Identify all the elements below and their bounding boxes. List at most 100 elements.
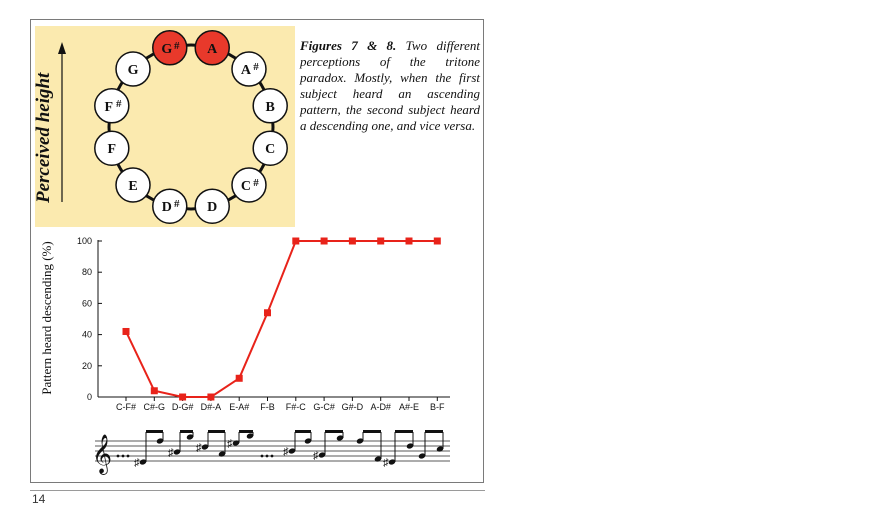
x-tick-label: D#-A [201,402,222,412]
pitch-circle-diagram: Perceived height G # AA #BCC #DD #EFF #G [33,30,288,224]
data-point [122,327,130,335]
x-tick-label: F#-C [286,402,307,412]
note-node-E: E [115,167,151,203]
staff-lines [95,440,450,462]
y-tick-label: 40 [82,330,92,340]
figure-caption: Figures 7 & 8. Two different perceptions… [300,38,480,134]
note-label: C [241,179,251,194]
data-point [264,309,271,317]
data-point [292,237,300,245]
series-line [125,240,438,398]
sharp-sign: # [116,98,122,110]
perceived-height-label: Perceived height [35,72,54,204]
note-pairs: ♯ ♯ ♯ ♯ ♯ ♯ ♯ [134,430,444,469]
page-number: 14 [32,492,46,506]
note-node-G#: G # [152,30,188,66]
note-label: E [128,179,137,194]
note-label: F [105,100,114,115]
note-beam [325,430,343,433]
data-point [179,393,187,401]
note-node-F#: F # [94,88,130,124]
pitch-circle-panel: Perceived height G # A A # B C C # D D # E F F # G [33,26,295,227]
note-pair: ♯ [196,430,226,457]
x-tick-label: G#-D [342,402,364,412]
note-label: B [266,100,275,115]
sharp-sign: ♯ [196,442,202,454]
note-beam [425,430,443,433]
sharp-sign: # [174,40,180,52]
chart-ylabel: Pattern heard descending (%) [39,241,54,394]
sharp-sign: ♯ [283,446,289,458]
note-pair: ♯ [313,430,344,462]
notehead [388,459,396,465]
notehead [436,446,444,452]
x-tick-label: B-F [430,402,445,412]
notehead [201,444,209,450]
x-tick-label: F-B [260,402,275,412]
note-label: D [162,200,172,215]
notehead [218,451,226,457]
note-node-B: B [252,88,288,124]
x-tick-label: E-A# [229,402,249,412]
data-point [235,374,243,382]
notehead [288,448,296,454]
y-tick-label: 100 [77,236,92,246]
note-beam [180,430,193,433]
notehead [173,449,181,455]
sharp-sign: ♯ [134,457,140,469]
page-rule [30,490,485,491]
note-beam [395,430,413,433]
data-point [320,237,328,245]
x-tick-label: G-C# [313,402,335,412]
y-tick-label: 80 [82,267,92,277]
note-label: C [265,142,275,157]
notehead [156,438,164,444]
notehead [186,434,194,440]
note-pair [418,430,444,459]
data-point [377,237,385,245]
note-label: A [207,42,218,57]
y-tick-label: 20 [82,361,92,371]
data-point [150,387,158,395]
note-pair [356,430,382,462]
note-label: G [128,63,139,78]
treble-clef-icon: 𝄞 [92,435,112,475]
perceived-height-arrow [58,42,66,202]
x-tick-label: A-D# [370,402,391,412]
notehead [232,440,240,446]
note-pair: ♯ [383,430,414,469]
sharp-sign: ♯ [168,447,174,459]
data-point [433,237,441,245]
y-tick-label: 0 [87,392,92,402]
notehead [418,453,426,459]
notehead [246,433,254,439]
note-node-G: G [115,51,151,87]
caption-title: Figures 7 & 8. [300,38,397,53]
notehead [318,452,326,458]
note-label: D [207,200,217,215]
sharp-sign: # [174,198,180,210]
sharp-sign: ♯ [313,450,319,462]
y-tick-label: 60 [82,298,92,308]
note-label: G [161,42,172,57]
note-label: A [241,63,252,78]
caption-text: Two different perceptions of the tritone… [300,38,481,133]
note-pair: ♯ [134,430,164,469]
note-pair: ♯ [283,430,312,458]
sharp-sign: # [253,177,259,189]
sharp-sign: # [253,61,259,73]
note-pair: ♯ [227,430,254,450]
sharp-sign: ♯ [383,457,389,469]
notehead [304,438,312,444]
notehead [356,438,364,444]
note-label: F [108,142,117,157]
x-tick-label: C-F# [116,402,136,412]
note-beam [239,430,253,433]
figure-frame [30,19,484,483]
notehead [139,459,147,465]
note-node-F: F [94,130,130,166]
note-beam [208,430,225,433]
note-pair: ♯ [168,430,194,459]
